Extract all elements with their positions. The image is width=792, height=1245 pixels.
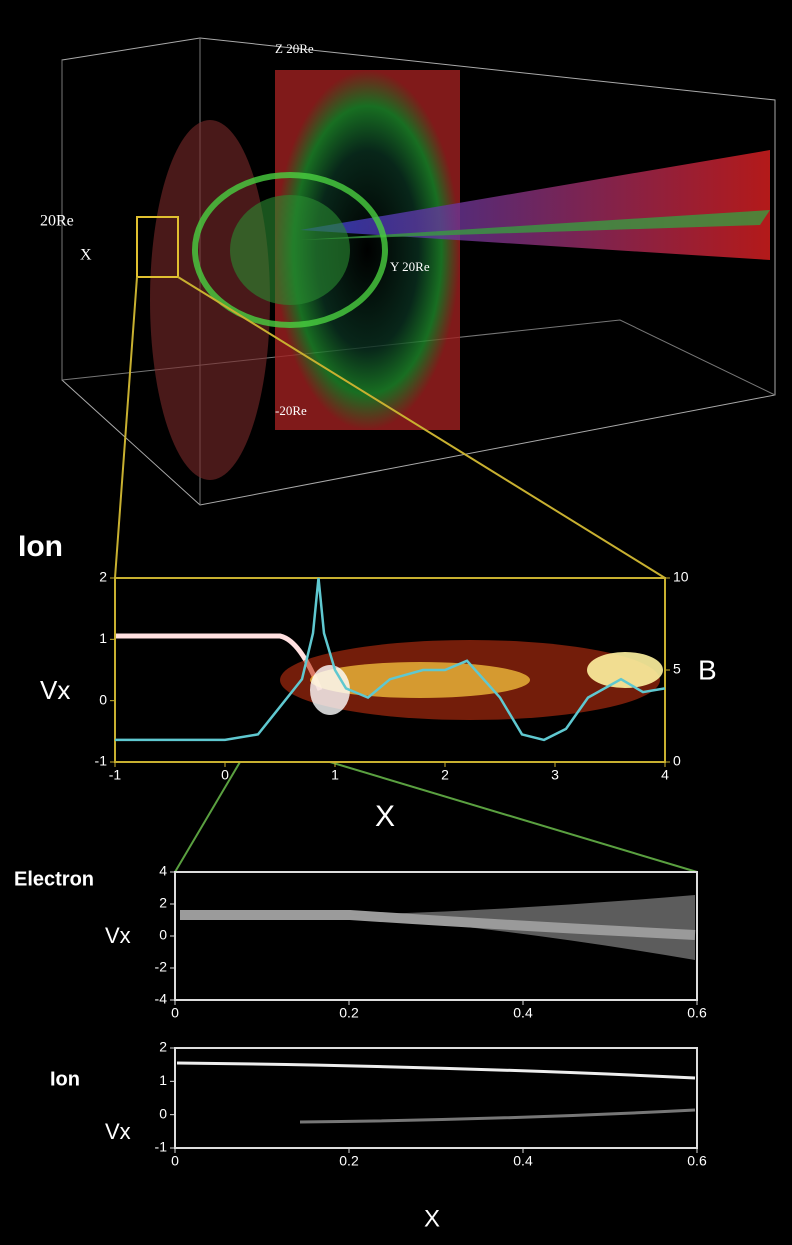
x-tick-label: 0.4 [513, 1153, 533, 1169]
y-tick-label: 4 [159, 863, 167, 879]
y-tick-label: 0 [159, 1105, 167, 1121]
x-axis-label: X [424, 1205, 440, 1232]
y-tick-label: -1 [95, 753, 108, 769]
electron-density [180, 895, 695, 960]
ion-beam [177, 1063, 695, 1122]
x-tick-label: 0.2 [339, 1005, 359, 1021]
figure: Z 20Re 20Re X Y 20Re -20Re IonVxX-101234… [0, 0, 792, 1245]
y2-tick-label: 0 [673, 753, 681, 769]
y-tick-label: 2 [159, 1039, 167, 1055]
y-tick-label: 1 [159, 1072, 167, 1088]
y-tick-label: -2 [155, 959, 168, 975]
x-tick-label: 0 [221, 767, 229, 783]
render-label: 20Re [40, 213, 74, 230]
x-tick-label: 4 [661, 767, 669, 783]
x-tick-label: 0.2 [339, 1153, 359, 1169]
zoom-line [175, 762, 697, 872]
x-tick-label: 1 [331, 767, 339, 783]
x-tick-label: 0.6 [687, 1005, 707, 1021]
render-label: Y 20Re [390, 259, 430, 274]
simulation-render: Z 20Re 20Re X Y 20Re -20Re [40, 38, 775, 578]
y-tick-label: 0 [159, 927, 167, 943]
x-axis-label: X [375, 800, 395, 833]
y-axis-label: Vx [40, 675, 70, 705]
x-tick-label: 0.6 [687, 1153, 707, 1169]
y-tick-label: 1 [99, 630, 107, 646]
panel-title: Ion [50, 1068, 80, 1090]
y-axis-label: Vx [105, 923, 131, 948]
render-label: Z 20Re [275, 41, 314, 56]
panel-title: Ion [18, 530, 63, 563]
y2-tick-label: 10 [673, 569, 689, 585]
y-tick-label: -4 [155, 991, 168, 1007]
x-tick-label: 0.4 [513, 1005, 533, 1021]
x-tick-label: -1 [109, 767, 122, 783]
x-tick-label: 0 [171, 1153, 179, 1169]
x-tick-label: 0 [171, 1005, 179, 1021]
y2-axis-label: B [698, 654, 717, 685]
panel-title: Electron [14, 868, 94, 890]
x-tick-label: 2 [441, 767, 449, 783]
render-label: -20Re [275, 403, 307, 418]
y-tick-label: 0 [99, 691, 107, 707]
render-label: X [80, 247, 92, 264]
y-tick-label: -1 [155, 1139, 168, 1155]
x-tick-label: 3 [551, 767, 559, 783]
y2-tick-label: 5 [673, 661, 681, 677]
y-axis-label: Vx [105, 1119, 131, 1144]
y-tick-label: 2 [99, 569, 107, 585]
y-tick-label: 2 [159, 895, 167, 911]
